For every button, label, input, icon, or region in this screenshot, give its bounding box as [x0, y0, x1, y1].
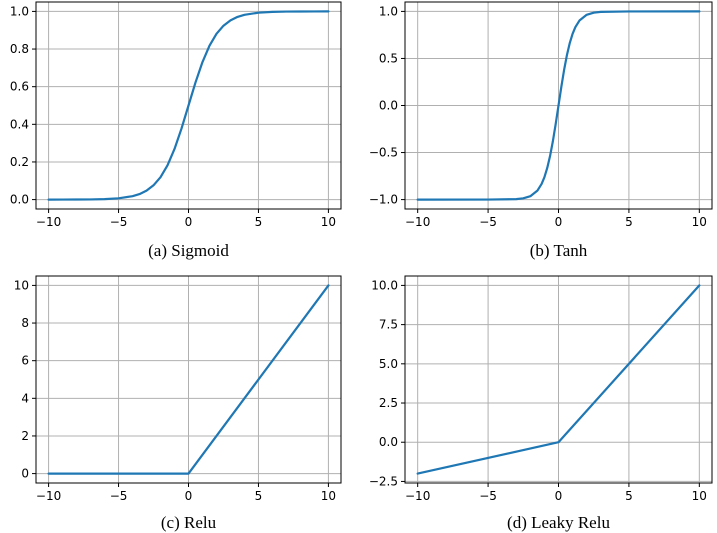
x-tick-label: −5 [479, 215, 497, 229]
y-tick-label: 0.2 [10, 155, 29, 169]
y-tick-label: 0.8 [10, 42, 29, 56]
y-tick-label: 0.0 [379, 435, 398, 449]
x-tick-label: 10 [321, 215, 336, 229]
x-tick-label: −10 [36, 215, 61, 229]
subplot-leaky-relu: −10 −5 0 5 10 −2.5 0.0 2.5 5.0 7.5 10.0 (d) Leaky R… [369, 275, 713, 532]
y-tick-label: 10.0 [371, 278, 398, 292]
y-tick-label: −1.0 [369, 193, 398, 207]
y-tick-label: 2.5 [379, 396, 398, 410]
x-tick-label: −5 [479, 489, 497, 503]
x-tick-label: 10 [692, 489, 707, 503]
subplot-caption-relu: (c) Relu [161, 513, 217, 532]
x-tick-label: −5 [110, 215, 128, 229]
y-tick-label: 0 [21, 467, 29, 481]
subplot-caption-tanh: (b) Tanh [530, 241, 588, 260]
y-tick-label: 5.0 [379, 357, 398, 371]
series-line-tanh [416, 10, 701, 201]
y-tick-label: 6 [21, 354, 29, 368]
x-tick-label: 5 [625, 215, 633, 229]
y-tick-label: 2 [21, 429, 29, 443]
y-tick-label: 10 [14, 278, 29, 292]
subplot-sigmoid: −10 −5 0 5 10 0.0 0.2 0.4 0.6 0.8 1.0 (a) Sigmoid [10, 1, 342, 260]
series-line-sigmoid [47, 10, 330, 201]
y-tick-label: 0.0 [379, 99, 398, 113]
y-tick-label: 8 [21, 316, 29, 330]
x-tick-label: 10 [692, 215, 707, 229]
x-tick-label: 5 [255, 215, 263, 229]
series-line-relu [47, 284, 330, 475]
x-tick-label: −10 [36, 489, 61, 503]
y-tick-label: 0.0 [10, 193, 29, 207]
y-tick-label: 1.0 [379, 4, 398, 18]
y-tick-label: 0.5 [379, 51, 398, 65]
x-tick-label: 5 [625, 489, 633, 503]
y-tick-label: 7.5 [379, 318, 398, 332]
y-tick-label: −2.5 [369, 474, 398, 488]
subplot-caption-sigmoid: (a) Sigmoid [148, 241, 229, 260]
y-tick-label: −0.5 [369, 146, 398, 160]
subplot-caption-leaky-relu: (d) Leaky Relu [507, 513, 610, 532]
x-tick-label: 5 [255, 489, 263, 503]
subplot-relu: −10 −5 0 5 10 0 2 4 6 8 10 (c) Relu [14, 275, 342, 532]
y-tick-label: 0.6 [10, 80, 29, 94]
x-tick-label: −10 [405, 489, 430, 503]
x-tick-label: 0 [185, 215, 193, 229]
x-tick-label: −5 [110, 489, 128, 503]
x-tick-label: 10 [321, 489, 336, 503]
y-tick-label: 1.0 [10, 4, 29, 18]
x-tick-label: −10 [405, 215, 430, 229]
subplot-tanh: −10 −5 0 5 10 −1.0 −0.5 0.0 0.5 1.0 (b) Tanh [369, 1, 713, 260]
y-tick-label: 0.4 [10, 117, 29, 131]
series-line-leaky-relu [416, 284, 701, 475]
x-tick-label: 0 [555, 489, 563, 503]
y-tick-label: 4 [21, 391, 29, 405]
x-tick-label: 0 [185, 489, 193, 503]
x-tick-label: 0 [555, 215, 563, 229]
